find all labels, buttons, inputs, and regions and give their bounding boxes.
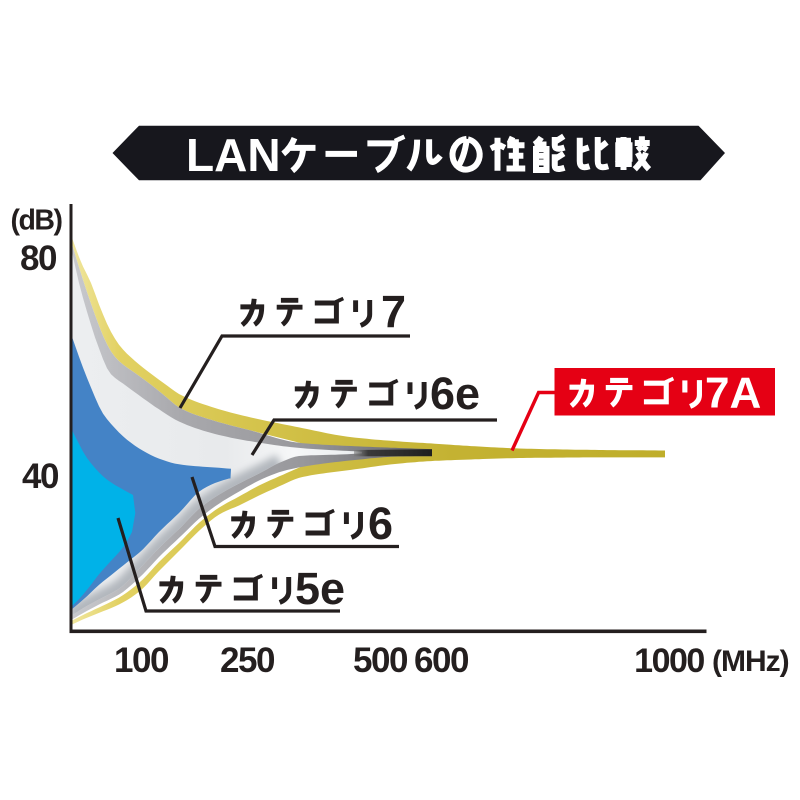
svg-text:250: 250 [220,641,275,680]
svg-text:7A: 7A [705,369,761,418]
svg-text:80: 80 [20,239,57,278]
svg-text:1000: 1000 [634,642,704,680]
svg-text:(dB): (dB) [11,205,63,237]
svg-text:600: 600 [414,641,469,680]
svg-text:LAN: LAN [186,129,281,181]
svg-text:7: 7 [381,286,406,337]
svg-text:(MHz): (MHz) [712,645,789,678]
svg-text:40: 40 [22,457,59,496]
svg-text:100: 100 [114,641,169,680]
svg-text:500: 500 [353,641,408,680]
svg-text:5e: 5e [295,563,345,614]
svg-text:6: 6 [368,498,393,549]
svg-text:6e: 6e [430,368,480,419]
